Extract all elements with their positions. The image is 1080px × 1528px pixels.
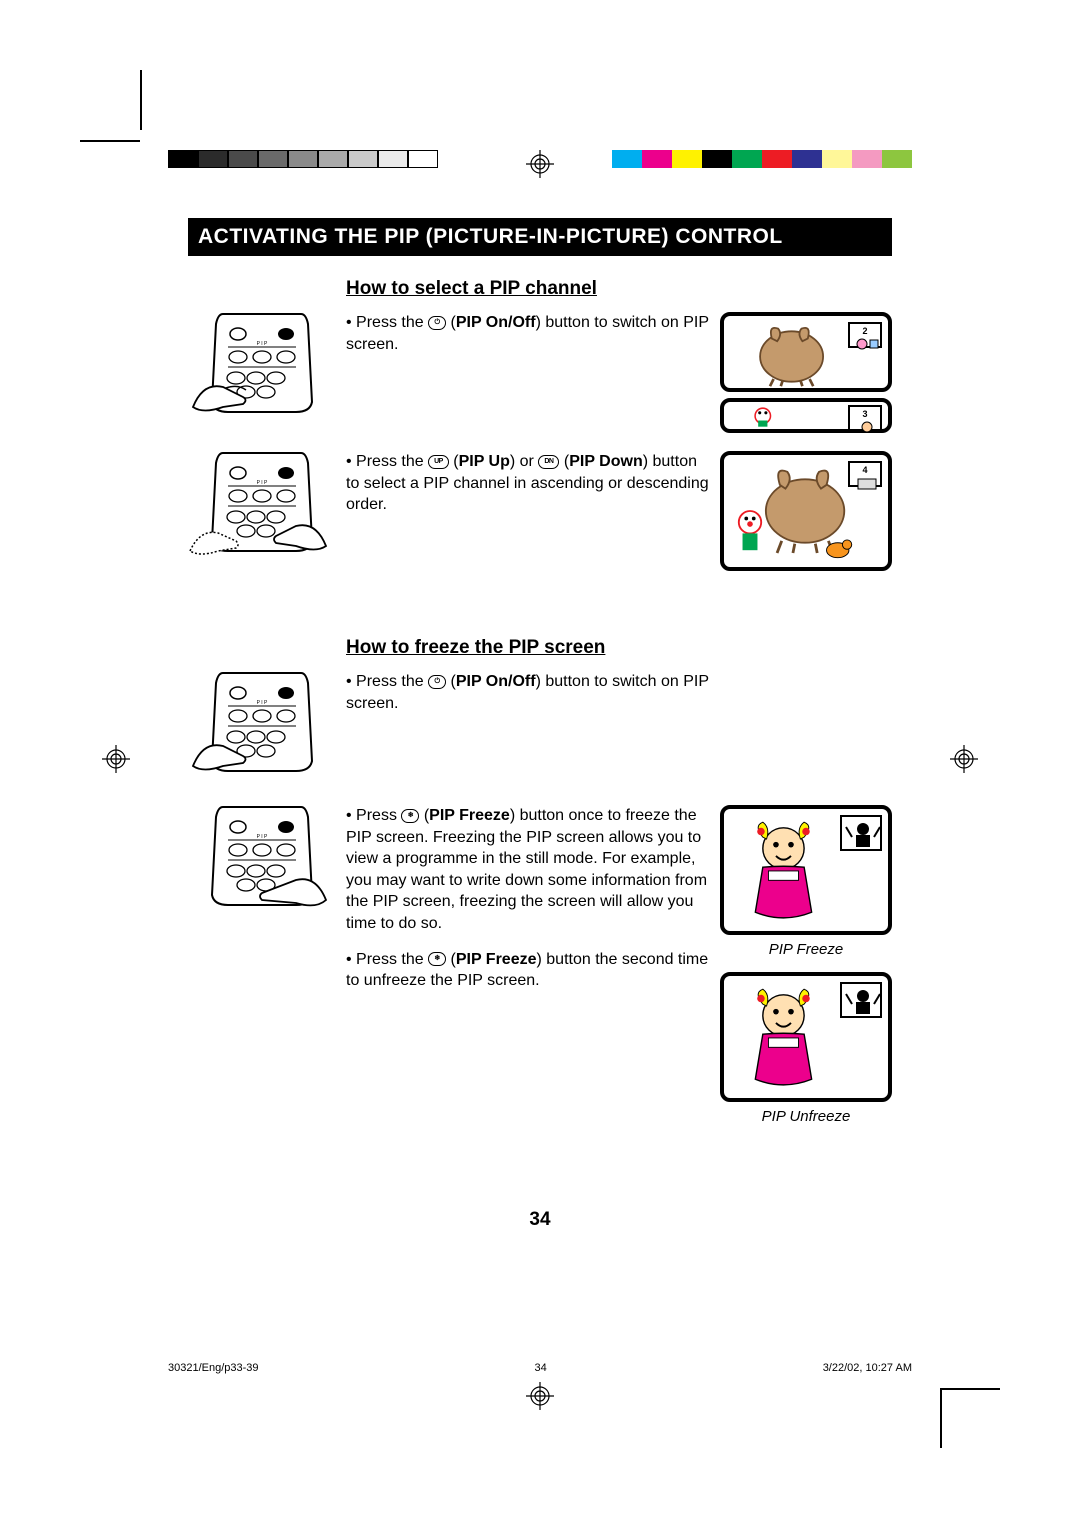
pip-inset: 3 <box>848 405 882 431</box>
pip-onoff-button-icon: ⏻ <box>428 316 446 330</box>
pip-inset <box>840 815 882 851</box>
remote-illustration: P I P <box>188 312 328 422</box>
pip-freeze-button-icon: ❄ <box>401 809 419 823</box>
color-swatch <box>228 150 258 168</box>
text: Press <box>356 807 401 824</box>
color-swatch <box>168 150 198 168</box>
color-swatch <box>822 150 852 168</box>
pip-inset: 2 <box>848 322 882 348</box>
color-swatch <box>318 150 348 168</box>
color-swatch <box>258 150 288 168</box>
tv-screen-illustration <box>720 972 892 1102</box>
svg-text:P I P: P I P <box>257 834 268 840</box>
instruction-text: Press the UP (PIP Up) or DN (PIP Down) b… <box>346 451 710 516</box>
imposition-footer: 30321/Eng/p33-39 34 3/22/02, 10:27 AM <box>168 1362 912 1374</box>
color-swatch <box>852 150 882 168</box>
tv-screen-illustration: 2 <box>720 312 892 392</box>
bold-label: PIP Freeze <box>429 807 510 824</box>
text: Press the <box>356 314 428 331</box>
registration-mark <box>526 1382 554 1410</box>
pip-channel-number: 3 <box>850 407 880 419</box>
bold-label: PIP Freeze <box>456 951 537 968</box>
bold-label: PIP On/Off <box>456 673 536 690</box>
svg-text:P I P: P I P <box>257 700 268 706</box>
registration-mark <box>526 150 554 178</box>
bold-label: PIP Up <box>459 453 510 470</box>
color-swatch <box>348 150 378 168</box>
color-swatch <box>642 150 672 168</box>
text: Press the <box>356 453 428 470</box>
grayscale-colorbar <box>168 150 438 168</box>
remote-illustration: P I P <box>188 451 328 561</box>
cmyk-colorbar <box>612 150 912 168</box>
crop-mark <box>940 1388 942 1448</box>
instruction-text: Press ❄ (PIP Freeze) button once to free… <box>346 805 710 992</box>
footer-right: 3/22/02, 10:27 AM <box>823 1362 912 1374</box>
color-swatch <box>672 150 702 168</box>
color-swatch <box>762 150 792 168</box>
figure-caption: PIP Freeze <box>720 941 892 958</box>
section-heading-2: How to freeze the PIP screen <box>346 637 892 659</box>
section-heading-1: How to select a PIP channel <box>346 278 892 300</box>
color-swatch <box>408 150 438 168</box>
color-swatch <box>612 150 642 168</box>
registration-mark <box>950 745 978 773</box>
remote-illustration: P I P <box>188 671 328 781</box>
pip-inset: 4 <box>848 461 882 487</box>
page-title: ACTIVATING THE PIP (PICTURE-IN-PICTURE) … <box>188 218 892 256</box>
instruction-text: Press the ⏻ (PIP On/Off) button to switc… <box>346 312 710 355</box>
crop-mark <box>140 70 142 130</box>
color-swatch <box>732 150 762 168</box>
tv-screen-illustration: 3 <box>720 398 892 433</box>
instruction-text: Press the ⏻ (PIP On/Off) button to switc… <box>346 671 710 714</box>
color-swatch <box>882 150 912 168</box>
color-swatch <box>378 150 408 168</box>
svg-text:P I P: P I P <box>257 341 268 347</box>
registration-mark <box>102 745 130 773</box>
footer-mid: 34 <box>534 1362 546 1374</box>
crop-mark <box>940 1388 1000 1390</box>
pip-down-button-icon: DN <box>538 455 559 469</box>
pip-channel-number: 4 <box>850 463 880 475</box>
tv-screen-illustration <box>720 805 892 935</box>
pip-inset <box>840 982 882 1018</box>
bold-label: PIP On/Off <box>456 314 536 331</box>
text: Press the <box>356 951 428 968</box>
footer-left: 30321/Eng/p33-39 <box>168 1362 259 1374</box>
tv-screen-illustration: 4 <box>720 451 892 571</box>
text: ) button once to freeze the PIP screen. … <box>346 807 707 932</box>
color-swatch <box>288 150 318 168</box>
pip-up-button-icon: UP <box>428 455 449 469</box>
pip-freeze-button-icon: ❄ <box>428 952 446 966</box>
page-content: ACTIVATING THE PIP (PICTURE-IN-PICTURE) … <box>188 218 892 1231</box>
svg-text:P I P: P I P <box>257 480 268 486</box>
pip-channel-number: 2 <box>850 324 880 336</box>
color-swatch <box>702 150 732 168</box>
color-swatch <box>792 150 822 168</box>
color-swatch <box>198 150 228 168</box>
bold-label: PIP Down <box>569 453 643 470</box>
figure-caption: PIP Unfreeze <box>720 1108 892 1125</box>
text: ) or <box>510 453 538 470</box>
remote-illustration: P I P <box>188 805 328 915</box>
page-number: 34 <box>188 1209 892 1231</box>
text: Press the <box>356 673 428 690</box>
crop-mark <box>80 140 140 142</box>
pip-onoff-button-icon: ⏻ <box>428 675 446 689</box>
